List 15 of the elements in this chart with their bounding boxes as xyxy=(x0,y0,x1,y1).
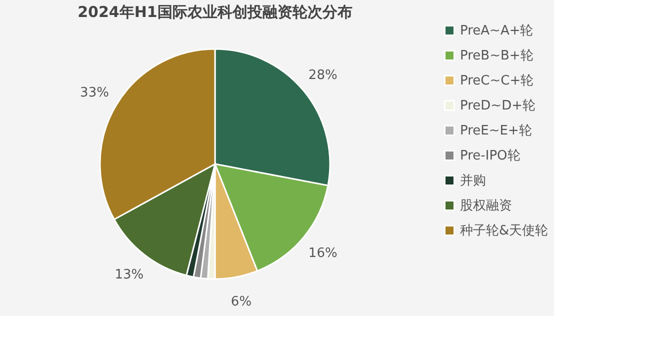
data-label: 16% xyxy=(308,246,338,262)
data-label: 13% xyxy=(114,268,144,283)
chart-title: 2024年H1国际农业科创投融资轮次分布 xyxy=(78,3,352,21)
legend-label: PreB~B+轮 xyxy=(460,48,534,64)
legend-label: PreD~D+轮 xyxy=(460,98,536,114)
legend-label: 股权融资 xyxy=(460,198,512,214)
data-label: 28% xyxy=(308,68,338,83)
data-label: 6% xyxy=(230,294,252,310)
data-label: 33% xyxy=(80,86,109,101)
legend-label: PreC~C+轮 xyxy=(460,74,534,88)
legend-label: PreA~A+轮 xyxy=(460,24,534,38)
legend-label: 种子轮&天使轮 xyxy=(460,224,548,238)
legend-label: PreE~E+轮 xyxy=(460,124,532,138)
legend-label: 并购 xyxy=(460,174,486,188)
legend-label: Pre-IPO轮 xyxy=(460,148,520,164)
